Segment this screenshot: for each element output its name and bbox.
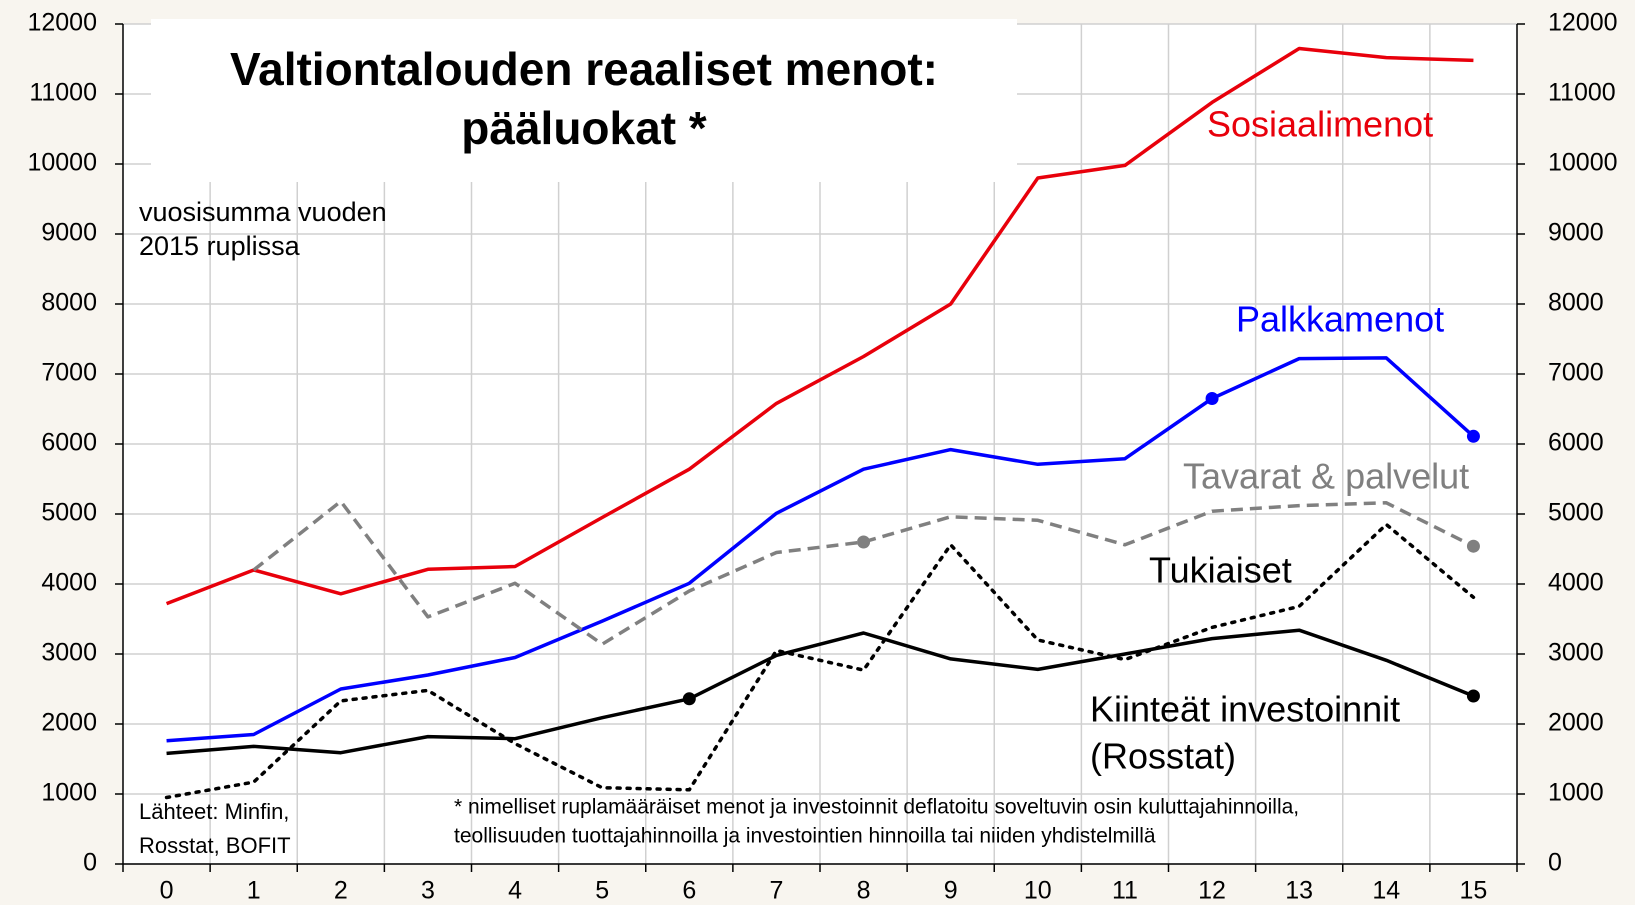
x-tick-label: 6 [682,877,696,905]
point-marker [1466,539,1480,553]
y-tick-label: 3000 [41,639,97,667]
series-label: Kiinteät investoinnit [1090,689,1400,730]
x-tick-label: 14 [1372,877,1400,905]
series-label: (Rosstat) [1090,736,1236,777]
sources: Rosstat, BOFIT [139,833,291,858]
series-line [164,522,1476,800]
y-tick-label: 1000 [41,779,97,807]
x-tick-label: 13 [1285,877,1313,905]
y2-tick-label: 11000 [1548,79,1616,107]
series-label: Palkkamenot [1236,299,1444,340]
y2-tick-label: 7000 [1548,359,1604,387]
chart-title: pääluokat * [461,102,707,154]
y2-tick-label: 4000 [1548,569,1604,597]
x-tick-label: 7 [769,877,783,905]
x-tick-label: 15 [1460,877,1488,905]
series-line [165,46,1474,606]
marks [164,46,1480,800]
x-tick-label: 0 [160,877,174,905]
x-tick-label: 1 [247,877,261,905]
point-marker [1466,689,1480,703]
sources: Lähteet: Minfin, [139,799,289,824]
y2-tick-label: 8000 [1548,289,1604,317]
series-line [166,356,1475,743]
subtitle: 2015 ruplissa [139,231,301,261]
series-line [252,499,1475,646]
y2-tick-label: 10000 [1548,149,1618,177]
y-tick-label: 9000 [41,219,97,247]
chart-title: Valtiontalouden reaaliset menot: [230,43,938,95]
subtitle: vuosisumma vuoden [139,197,387,227]
y-tick-label: 7000 [41,359,97,387]
point-marker [1466,429,1480,443]
y2-tick-label: 6000 [1548,429,1604,457]
title-box [151,19,1017,182]
series-line [166,628,1475,756]
note: * nimelliset ruplamääräiset menot ja inv… [454,796,1299,819]
y-tick-label: 6000 [41,429,97,457]
x-tick-label: 8 [857,877,871,905]
x-tick-label: 9 [944,877,958,905]
y2-tick-label: 3000 [1548,639,1604,667]
x-tick-label: 11 [1112,877,1138,905]
x-tick-label: 10 [1024,877,1052,905]
y-tick-label: 4000 [41,569,97,597]
x-tick-label: 4 [508,877,522,905]
series-label: Tukiaiset [1149,550,1292,591]
point-marker [1205,392,1219,405]
series-label: Sosiaalimenot [1207,104,1433,145]
y2-tick-label: 2000 [1548,709,1604,737]
x-tick-label: 12 [1198,877,1226,905]
y-tick-label: 2000 [41,709,97,737]
y-tick-label: 0 [83,849,97,877]
y2-tick-label: 0 [1548,849,1562,877]
point-marker [857,535,871,549]
x-tick-label: 2 [334,877,348,905]
series-label: Tavarat & palvelut [1183,456,1469,497]
y-tick-label: 8000 [41,289,97,317]
y-tick-label: 5000 [41,499,97,527]
y-tick-label: 10000 [27,149,97,177]
y2-tick-label: 9000 [1548,219,1604,247]
y-tick-label: 11000 [29,79,97,107]
note: teollisuuden tuottajahinnoilla ja invest… [454,825,1156,848]
y2-tick-label: 1000 [1548,779,1604,807]
y-tick-label: 12000 [27,9,97,37]
y2-tick-label: 5000 [1548,499,1604,527]
y2-tick-label: 12000 [1548,9,1618,37]
x-tick-label: 5 [595,877,609,905]
point-marker [682,692,696,706]
x-tick-label: 3 [421,877,435,905]
